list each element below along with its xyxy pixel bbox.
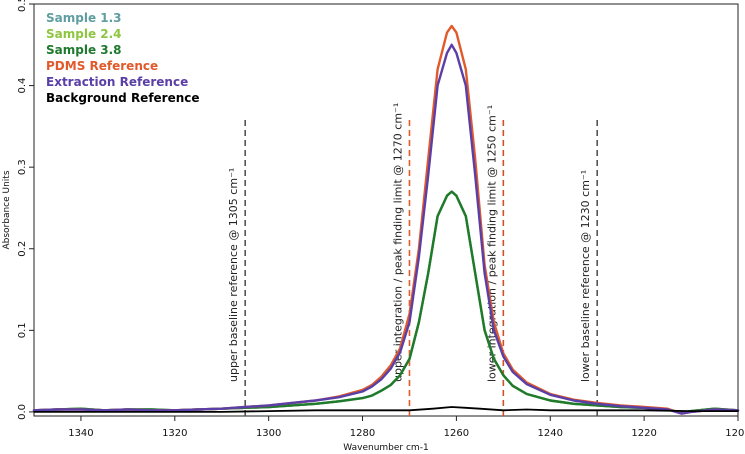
- x-tick-label-4: 1260: [444, 428, 469, 439]
- series-lines: [32, 24, 740, 415]
- x-tick-label-0: 1340: [68, 428, 93, 439]
- legend-entry-3: PDMS Reference: [46, 59, 158, 73]
- annotation-label-3: lower baseline reference @ 1230 cm⁻¹: [579, 170, 592, 382]
- y-axis: 0.0 0.1 0.2 0.3 0.4 0.5: [17, 0, 34, 420]
- x-axis-title: Wavenumber cm-1: [343, 443, 428, 453]
- y-axis-title: Absorbance Units: [2, 170, 12, 249]
- y-tick-label-0: 0.0: [17, 404, 28, 420]
- x-tick-label-1: 1320: [162, 428, 187, 439]
- legend-entry-4: Extraction Reference: [46, 75, 188, 89]
- x-tick-label-2: 1300: [256, 428, 281, 439]
- x-tick-label-6: 1220: [631, 428, 656, 439]
- legend-entry-0: Sample 1.3: [46, 11, 122, 25]
- series-line-2: [32, 190, 740, 414]
- plot-frame: [33, 3, 739, 417]
- series-line-1: [32, 190, 740, 414]
- annotation-label-2: lower integration / peak finding limit @…: [485, 105, 498, 382]
- series-line-0: [32, 190, 740, 414]
- legend-entry-1: Sample 2.4: [46, 27, 122, 41]
- y-tick-label-2: 0.2: [17, 241, 28, 257]
- y-tick-label-1: 0.1: [17, 322, 28, 338]
- x-tick-label-5: 1240: [538, 428, 563, 439]
- y-tick-label-5: 0.5: [17, 0, 28, 12]
- y-tick-label-4: 0.4: [17, 78, 28, 94]
- legend-entry-5: Background Reference: [46, 91, 200, 105]
- annotation-label-1: upper integration / peak finding limit @…: [391, 103, 404, 382]
- series-line-4: [32, 43, 740, 415]
- series-line-5: [33, 406, 739, 413]
- y-tick-label-3: 0.3: [17, 159, 28, 175]
- legend-entry-2: Sample 3.8: [46, 43, 122, 57]
- annotations: upper baseline reference @ 1305 cm⁻¹ uppe…: [227, 103, 599, 416]
- annotation-label-0: upper baseline reference @ 1305 cm⁻¹: [227, 168, 240, 382]
- legend: Sample 1.3 Sample 2.4 Sample 3.8 PDMS Refer…: [46, 11, 200, 105]
- x-tick-label-3: 1280: [350, 428, 375, 439]
